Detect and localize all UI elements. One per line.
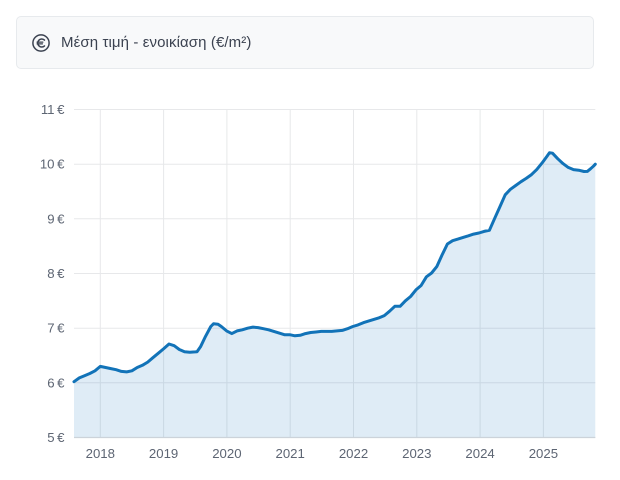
- svg-text:2024: 2024: [465, 446, 494, 461]
- svg-text:2020: 2020: [212, 446, 241, 461]
- svg-text:2023: 2023: [402, 446, 431, 461]
- svg-text:2019: 2019: [149, 446, 178, 461]
- svg-text:2018: 2018: [86, 446, 115, 461]
- svg-text:5 €: 5 €: [47, 430, 65, 445]
- svg-text:2025: 2025: [529, 446, 558, 461]
- svg-text:9 €: 9 €: [47, 211, 65, 226]
- svg-text:8 €: 8 €: [47, 266, 65, 281]
- svg-text:6 €: 6 €: [47, 375, 65, 390]
- svg-text:2022: 2022: [339, 446, 368, 461]
- svg-text:11 €: 11 €: [41, 102, 65, 117]
- svg-text:10 €: 10 €: [40, 157, 65, 172]
- svg-text:7 €: 7 €: [47, 321, 65, 336]
- svg-text:2021: 2021: [276, 446, 305, 461]
